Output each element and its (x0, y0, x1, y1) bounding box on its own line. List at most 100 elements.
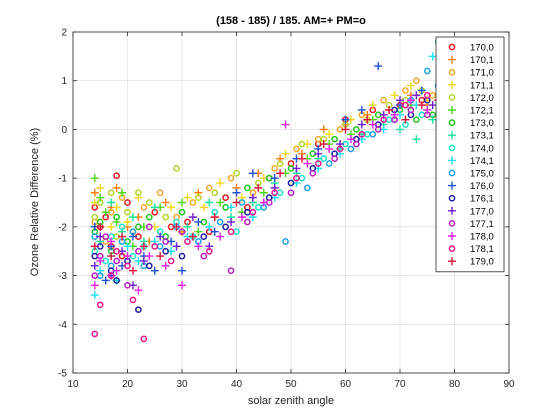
data-point (428, 52, 437, 61)
data-point (178, 281, 186, 290)
data-point (135, 189, 142, 197)
data-point (124, 199, 131, 206)
data-point (417, 86, 426, 95)
legend-marker (448, 144, 456, 152)
data-point (205, 247, 213, 255)
data-point (113, 257, 120, 265)
data-point (167, 203, 176, 212)
data-point (134, 286, 143, 295)
data-point (200, 252, 208, 260)
data-point (374, 62, 383, 71)
data-point (162, 247, 169, 255)
data-point (423, 67, 431, 75)
y-tick-label: -5 (58, 369, 67, 380)
data-points (90, 38, 443, 343)
data-point (205, 184, 213, 192)
x-axis-label: solar zenith angle (248, 395, 334, 407)
data-point (123, 252, 132, 261)
legend-label: 173,0 (470, 118, 494, 129)
legend-label: 170,0 (470, 43, 494, 54)
data-point (271, 165, 278, 172)
legend-item: 172,1 (448, 106, 494, 117)
x-tick-label: 30 (176, 379, 188, 390)
legend-label: 172,0 (470, 93, 494, 104)
legend-label: 179,0 (470, 257, 494, 268)
legend-item: 178,1 (448, 244, 494, 255)
legend-label: 173,1 (470, 131, 494, 142)
data-point (156, 252, 165, 261)
legend-item: 172,0 (448, 93, 494, 104)
data-point (178, 208, 186, 216)
legend-marker (448, 106, 456, 114)
data-point (173, 165, 180, 172)
axis-ticks: 10 20 30 40 50 60 70 80 90 -5 -4 -3 -2 -1 0 1 2 (58, 28, 515, 391)
data-point (227, 267, 235, 275)
data-point (178, 198, 186, 207)
data-point (396, 125, 404, 134)
x-tick-label: 70 (394, 379, 406, 390)
data-point (150, 203, 159, 212)
data-point (188, 232, 197, 241)
legend-marker (448, 80, 456, 89)
legend-label: 178,0 (470, 232, 494, 243)
data-point (200, 233, 208, 240)
data-point (129, 296, 137, 304)
series-176-0 (90, 62, 426, 285)
data-point (124, 281, 131, 289)
data-point (341, 125, 350, 134)
data-point (156, 232, 165, 241)
data-point (413, 116, 420, 124)
data-point (195, 194, 202, 201)
data-point (331, 135, 338, 143)
series-177-1 (91, 106, 431, 289)
legend-item: 177,0 (448, 206, 494, 217)
data-point (298, 140, 306, 148)
data-point (123, 242, 132, 251)
data-point (211, 189, 219, 197)
data-point (281, 120, 290, 129)
legend-label: 170,1 (470, 55, 494, 66)
data-point (216, 198, 225, 207)
data-point (118, 188, 127, 197)
data-point (113, 247, 120, 255)
data-point (90, 242, 99, 251)
data-point (428, 115, 437, 124)
data-point (101, 208, 110, 217)
data-point (135, 306, 142, 314)
legend-item: 174,1 (448, 156, 494, 167)
data-point (314, 149, 323, 158)
data-point (390, 110, 399, 119)
data-point (341, 115, 350, 124)
data-point (406, 96, 415, 105)
legend-item: 171,0 (448, 68, 494, 79)
data-point (145, 199, 153, 206)
data-point (276, 160, 284, 167)
data-point (319, 125, 328, 134)
data-point (162, 213, 169, 221)
data-point (368, 101, 377, 110)
data-point (282, 238, 289, 245)
data-point (113, 277, 120, 284)
legend-label: 174,0 (470, 143, 494, 154)
legend-item: 171,1 (448, 80, 494, 91)
data-point (172, 222, 181, 231)
data-point (184, 238, 191, 245)
data-point (293, 145, 300, 153)
legend-label: 176,0 (470, 181, 494, 192)
data-point (346, 135, 355, 144)
legend-item: 176,1 (448, 194, 494, 205)
legend-item: 174,0 (448, 143, 494, 154)
data-point (320, 155, 328, 163)
legend-marker (448, 206, 456, 215)
data-point (96, 183, 105, 192)
legend-label: 174,1 (470, 156, 494, 167)
y-tick-label: 1 (61, 76, 67, 87)
data-point (178, 266, 186, 275)
data-point (237, 213, 246, 222)
data-point (178, 228, 186, 236)
data-point (96, 222, 105, 231)
data-point (107, 272, 115, 279)
legend-item: 170,1 (448, 55, 494, 66)
data-point (292, 164, 301, 173)
data-point (227, 203, 236, 212)
